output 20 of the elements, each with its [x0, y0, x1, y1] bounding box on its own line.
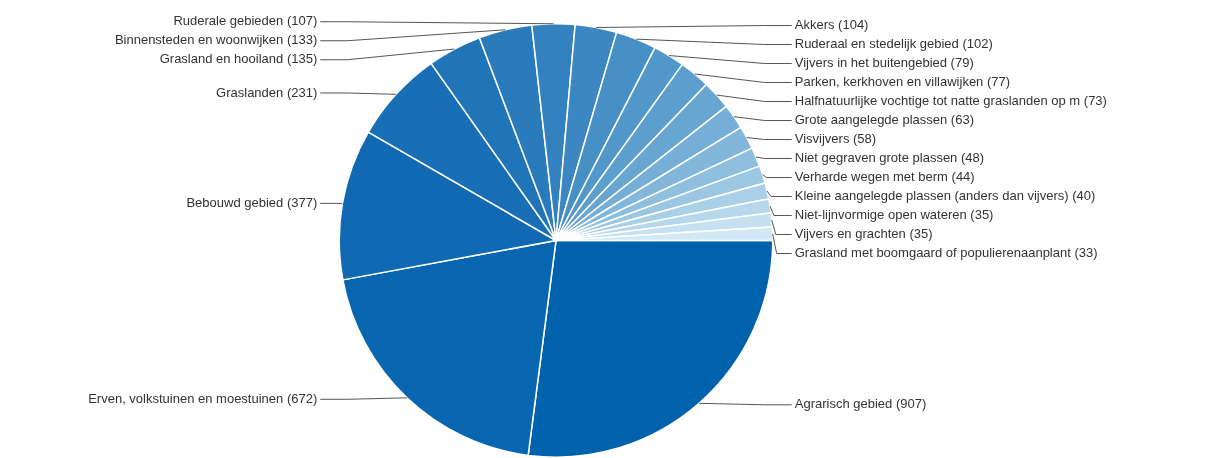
slice-label: Visvijvers (58): [794, 131, 877, 147]
slice-label: Parken, kerkhoven en villawijken (77): [794, 74, 1011, 90]
slice-label: Akkers (104): [794, 17, 869, 33]
slice-label: Bebouwd gebied (377): [186, 194, 318, 210]
slice-label: Grasland met boomgaard of populierenaanplant (33): [794, 245, 1098, 261]
slice-label: Graslanden (231): [216, 84, 318, 100]
slice-label: Vijvers en grachten (35): [794, 226, 933, 242]
slice-label: Grote aangelegde plassen (63): [794, 112, 974, 128]
slice-label: Binnensteden en woonwijken (133): [114, 32, 318, 48]
slice-label: Niet gegraven grote plassen (48): [794, 150, 985, 166]
slice-label: Halfnatuurlijke vochtige tot natte graslanden op m (73): [794, 93, 1107, 109]
slice-label: Verharde wegen met berm (44): [794, 169, 975, 185]
slice-label: Ruderaal en stedelijk gebied (102): [794, 36, 993, 52]
slice-label: Agrarisch gebied (907): [794, 396, 927, 412]
slice-label: Vijvers in het buitengebied (79): [794, 55, 974, 71]
slice-label: Kleine aangelegde plassen (anders dan vijvers) (40): [794, 188, 1096, 204]
slice-label: Grasland en hooiland (135): [159, 51, 318, 67]
slice-label: Erven, volkstuinen en moestuinen (672): [88, 390, 318, 406]
slice-label: Ruderale gebieden (107): [173, 13, 318, 29]
slice-label: Niet-lijnvormige open wateren (35): [794, 207, 994, 223]
